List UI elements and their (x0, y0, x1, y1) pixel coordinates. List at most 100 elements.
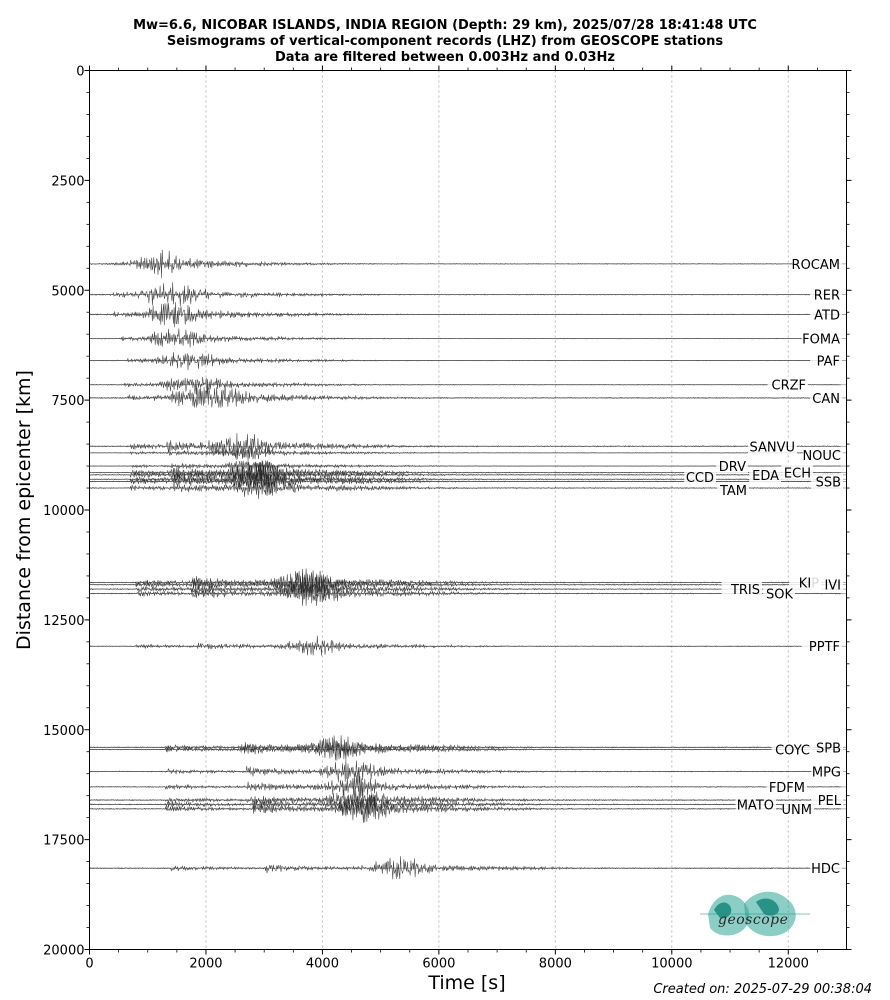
station-label-ccd: CCD (686, 471, 714, 486)
station-label-bg (782, 800, 814, 817)
seismogram-trace-tris (89, 577, 841, 604)
station-label-bg (811, 763, 843, 780)
station-label-bg (684, 469, 716, 486)
y-tick-label: 15000 (43, 724, 84, 739)
station-label-spb: SPB (816, 741, 841, 756)
seismogram-trace-spb (89, 735, 841, 760)
station-label-tam: TAM (719, 484, 747, 499)
station-label-bg (735, 796, 776, 813)
seismogram-trace-sanvu (89, 433, 841, 460)
station-label-mpg: MPG (812, 766, 841, 781)
seismogram-trace-nouc (89, 446, 841, 461)
plot-frame (89, 70, 847, 950)
seismogram-trace-crzf (89, 376, 841, 395)
x-tick-label: 10000 (651, 957, 692, 972)
y-axis-label: Distance from epicenter [km] (13, 370, 35, 650)
station-label-bg (810, 860, 842, 877)
station-label-bg (793, 255, 842, 272)
station-label-sanvu: SANVU (749, 440, 795, 455)
y-tick-label: 2500 (51, 174, 84, 189)
station-label-bg (748, 438, 797, 455)
station-label-bg (811, 739, 843, 756)
station-label-ech: ECH (784, 467, 811, 482)
x-tick-label: 0 (85, 957, 93, 972)
y-tick-label: 12500 (43, 614, 84, 629)
station-label-bg (721, 581, 762, 598)
station-label-bg (716, 458, 748, 475)
station-label-nouc: NOUC (802, 449, 841, 464)
grid-layer (205, 70, 789, 950)
y-tick-label: 20000 (43, 944, 84, 959)
x-tick-label: 8000 (539, 957, 572, 972)
seismogram-trace-pel (89, 787, 841, 815)
station-label-bg (801, 638, 842, 655)
seismogram-trace-rocam (89, 249, 841, 279)
station-label-drv: DRV (719, 460, 746, 475)
station-label-rocam: ROCAM (792, 258, 840, 273)
station-label-bg (802, 446, 843, 463)
station-label-bg (767, 376, 808, 393)
y-tick-label: 5000 (51, 284, 84, 299)
seismogram-trace-rer (89, 282, 841, 307)
seismogram-trace-pptf (89, 635, 841, 656)
station-label-foma: FOMA (802, 333, 840, 348)
chart-title-line-3: Data are filtered between 0.003Hz and 0.… (274, 50, 616, 65)
station-label-bg (781, 464, 813, 481)
station-label-mato: MATO (737, 798, 774, 813)
station-label-tris: TRIS (730, 583, 760, 598)
station-label-bg (763, 585, 795, 602)
station-label-bg (810, 286, 842, 303)
geoscope-logo-text: geoscope (718, 912, 789, 928)
seismogram-trace-tam (89, 477, 841, 500)
station-label-unm: UNM (782, 803, 812, 818)
station-label-bg (811, 792, 843, 809)
station-label-hdc: HDC (811, 862, 840, 877)
chart-title-line-1: Mw=6.6, NICOBAR ISLANDS, INDIA REGION (D… (133, 18, 757, 33)
x-axis-label: Time [s] (427, 972, 505, 994)
y-tick-label: 17500 (43, 834, 84, 849)
station-label-crzf: CRZF (772, 379, 807, 394)
seismogram-trace-atd (89, 302, 841, 328)
seismogram-trace-drv (89, 460, 841, 473)
y-tick-label: 0 (76, 65, 84, 80)
station-label-bg (749, 466, 781, 483)
station-label-bg (810, 352, 842, 369)
seismogram-trace-mato (89, 794, 841, 815)
x-tick-label: 2000 (189, 957, 222, 972)
station-label-bg (811, 473, 843, 490)
seismogram-trace-mpg (89, 759, 841, 784)
station-label-rer: RER (814, 289, 840, 304)
station-label-ivi: IVI (824, 579, 841, 594)
station-labels-layer: ROCAM RER ATD FOMA PAF CRZF CAN SANVU NOUC DRV EDA… (684, 255, 843, 877)
traces-layer (89, 249, 847, 880)
station-label-atd: ATD (814, 308, 840, 323)
station-label-can: CAN (812, 392, 840, 407)
seismogram-trace-ivi (89, 572, 841, 600)
created-timestamp: Created on: 2025-07-29 00:38:04 (653, 982, 872, 997)
x-tick-label: 12000 (768, 957, 809, 972)
ticks-layer: 0 2000 4000 6000 8000 10000 12000 0 2500 5000 7500… (43, 65, 852, 972)
y-tick-label: 10000 (43, 504, 84, 519)
station-label-ssb: SSB (816, 475, 841, 490)
chart-title: Mw=6.6, NICOBAR ISLANDS, INDIA REGION (D… (0, 18, 890, 66)
seismogram-trace-kip (89, 568, 841, 594)
station-label-bg (717, 482, 749, 499)
seismogram-trace-can (89, 382, 841, 408)
seismogram-trace-coyc (89, 737, 841, 761)
x-tick-label: 6000 (422, 957, 455, 972)
station-label-bg (771, 741, 812, 758)
chart-title-line-2: Seismograms of vertical-component record… (166, 34, 724, 49)
station-label-fdfm: FDFM (769, 781, 805, 796)
seismogram-trace-hdc (89, 856, 841, 880)
seismogram-trace-unm (89, 795, 841, 823)
seismogram-trace-foma (89, 328, 841, 348)
seismogram-trace-paf (89, 352, 841, 371)
y-tick-label: 7500 (51, 394, 84, 409)
station-label-pel: PEL (818, 794, 842, 809)
seismogram-trace-fdfm (89, 774, 841, 798)
seismogram-trace-sok (89, 578, 841, 607)
station-label-pptf: PPTF (809, 640, 840, 655)
station-label-bg (810, 389, 842, 406)
station-label-paf: PAF (817, 355, 840, 370)
